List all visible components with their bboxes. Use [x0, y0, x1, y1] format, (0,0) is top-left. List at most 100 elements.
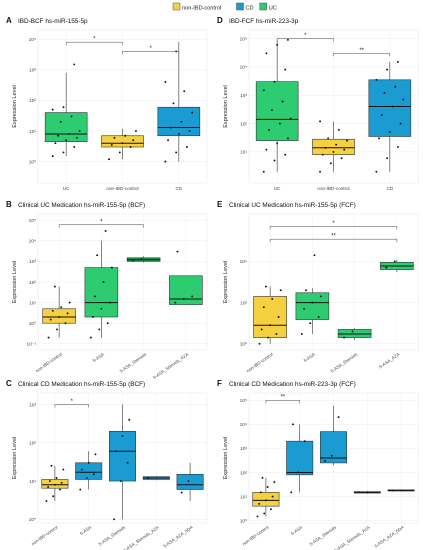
- data-point: [275, 333, 278, 335]
- box-iqr: [368, 79, 412, 137]
- box-5-asa-steroids: [320, 405, 347, 466]
- legend-swatch: [172, 2, 181, 11]
- data-point: [132, 139, 135, 142]
- data-point: [265, 148, 268, 151]
- box-non-ibd-control: [252, 476, 280, 518]
- data-point: [393, 260, 396, 263]
- data-point: [164, 81, 167, 83]
- significance-bracket: *: [122, 46, 180, 55]
- data-point: [396, 60, 399, 63]
- panel-title: Clinical CD Medication hs-miR-155-5p (BC…: [18, 381, 145, 388]
- box-5-asa-steroids-aza: [142, 476, 170, 481]
- significance-bracket: **: [265, 395, 300, 404]
- x-tick-label: CD: [176, 186, 183, 191]
- x-tick-label: UC: [274, 186, 281, 191]
- significance-bracket: **: [333, 48, 391, 57]
- y-tick-label: 10¹: [240, 150, 247, 156]
- panel-letter: E: [217, 200, 223, 209]
- data-point: [311, 301, 314, 304]
- data-point: [132, 259, 135, 262]
- x-tick-label: non-IBD-control: [317, 186, 349, 191]
- data-point: [258, 502, 261, 505]
- data-point: [118, 151, 121, 154]
- box-5-asa: [295, 254, 330, 335]
- box-5-asa-steroids-aza: [353, 491, 381, 494]
- significance-bracket: **: [269, 234, 398, 243]
- box-uc: [255, 38, 299, 173]
- box-non-ibd-control: [253, 285, 287, 345]
- data-point: [279, 289, 282, 292]
- x-tick-label: 5-ASA_Steroids_AZA: [122, 525, 160, 550]
- data-point: [73, 146, 76, 148]
- data-point: [73, 63, 76, 66]
- y-axis-label: Expression Level: [223, 261, 229, 304]
- data-point: [185, 146, 188, 148]
- significance-bracket: *: [65, 37, 123, 46]
- box-5-asa-steroids: [109, 404, 136, 521]
- box-iqr: [109, 430, 136, 482]
- data-point: [51, 309, 54, 312]
- data-point: [79, 488, 82, 491]
- data-point: [385, 266, 388, 269]
- data-point: [89, 336, 92, 339]
- data-point: [273, 159, 276, 162]
- box-iqr: [255, 81, 299, 141]
- data-point: [121, 435, 124, 437]
- x-tick-label: 5-ASA_Steroids: [119, 351, 148, 373]
- box-iqr: [312, 138, 355, 155]
- chart-panel-a: A IBD-BCF hs-miR-155-5p 10⁰ 10¹ 10² 10³ 10⁴ Exp…: [6, 16, 208, 191]
- data-point: [176, 250, 179, 253]
- y-axis-label: Expression Level: [12, 261, 18, 304]
- significance-bracket: *: [276, 33, 334, 42]
- data-point: [169, 126, 172, 129]
- panel-letter: F: [217, 379, 222, 388]
- data-point: [343, 336, 346, 339]
- data-point: [271, 495, 274, 498]
- y-tick-label: 10⁴: [240, 422, 247, 428]
- data-point: [96, 254, 99, 257]
- chart-panel-d: D IBD-FCF hs-miR-223-3p 10¹ 10² 10³ 10⁴ 10⁵ Exp…: [217, 16, 419, 191]
- box-iqr: [157, 106, 201, 137]
- significance-label: **: [280, 395, 285, 401]
- y-axis-label: Expression Level: [223, 85, 229, 128]
- y-tick-label: 10⁰: [240, 342, 247, 348]
- x-tick-label: UC: [63, 186, 70, 191]
- data-point: [174, 301, 177, 304]
- significance-label: **: [331, 234, 336, 240]
- data-point: [268, 128, 271, 131]
- legend-item: non-IBD-control: [172, 2, 221, 12]
- data-point: [386, 157, 389, 160]
- y-tick-label: 10⁴: [29, 239, 36, 245]
- data-point: [183, 90, 186, 93]
- data-point: [113, 518, 116, 521]
- significance-label: *: [100, 219, 103, 225]
- y-tick-label: 10⁴: [240, 65, 247, 71]
- data-point: [56, 328, 58, 331]
- data-point: [375, 170, 378, 173]
- data-point: [378, 137, 381, 140]
- box-5-asa-steroids: [337, 327, 372, 341]
- legend: non-IBD-control CD UC: [172, 2, 277, 12]
- data-point: [256, 515, 259, 518]
- data-point: [64, 322, 67, 325]
- data-point: [290, 491, 293, 494]
- panel-letter: B: [6, 200, 12, 209]
- x-tick-label: non-IBD-control: [106, 186, 138, 191]
- data-point: [66, 312, 69, 315]
- x-tick-label: 5-ASA_Steroids: [309, 524, 338, 546]
- data-point: [267, 336, 269, 339]
- data-point: [386, 68, 389, 71]
- data-point: [58, 316, 61, 318]
- data-point: [81, 468, 83, 471]
- data-point: [188, 130, 191, 132]
- box-iqr: [169, 275, 203, 305]
- y-tick-label: 10⁰: [29, 321, 36, 327]
- y-tick-label: 10¹: [240, 494, 247, 500]
- data-point: [87, 461, 90, 464]
- box-cd: [157, 42, 201, 163]
- y-tick-label: 10³: [29, 68, 36, 74]
- bracket-line: [269, 226, 398, 230]
- y-tick-label: 10²: [240, 470, 247, 476]
- data-point: [292, 423, 294, 426]
- data-point: [128, 418, 131, 421]
